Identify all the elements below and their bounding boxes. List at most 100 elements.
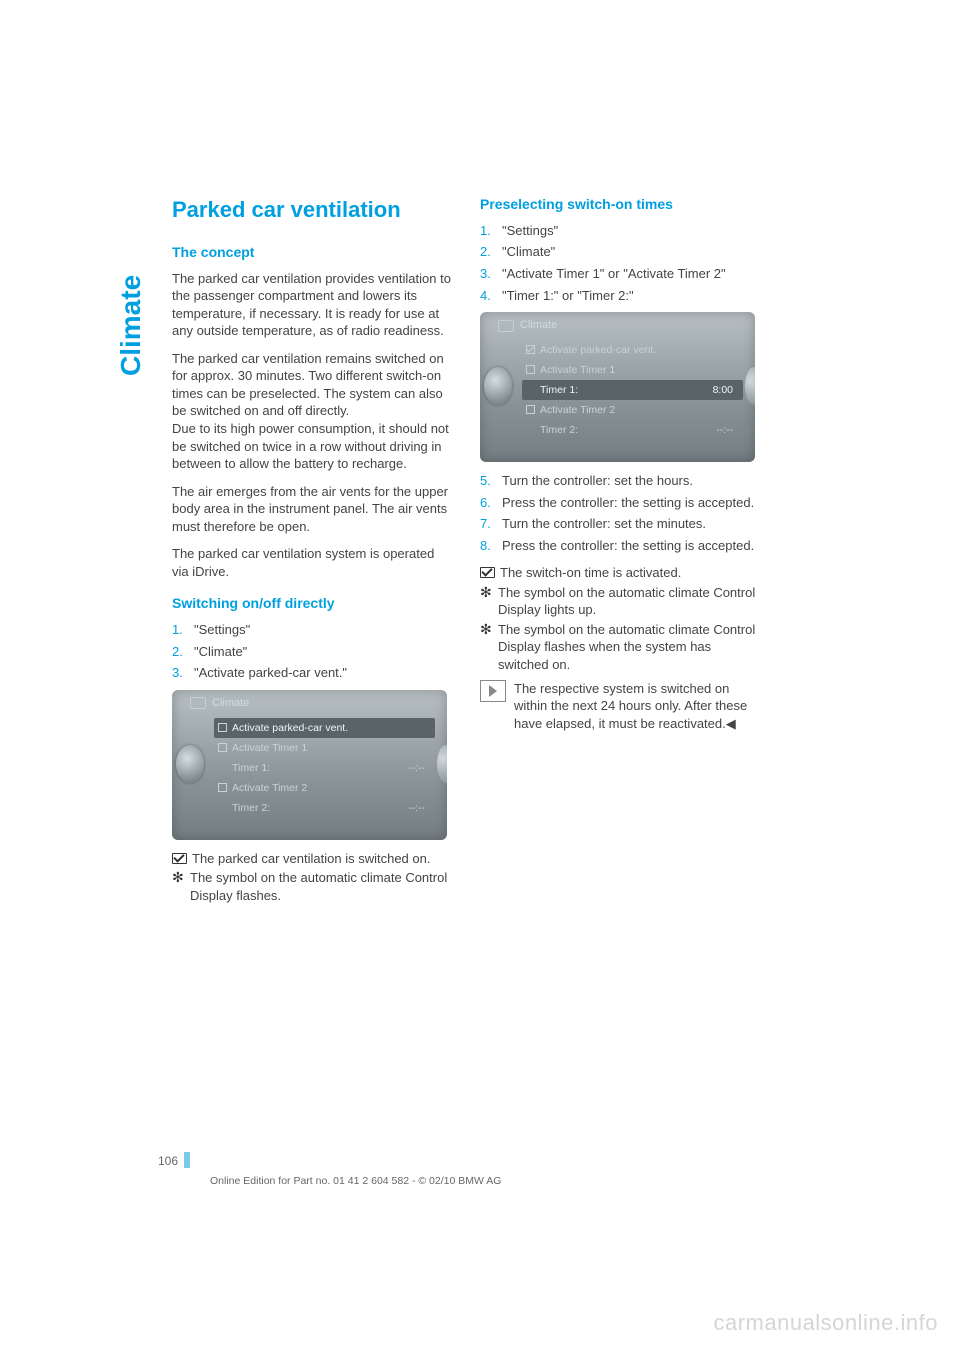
fan-icon xyxy=(172,870,186,884)
list-text: "Timer 1:" or "Timer 2:" xyxy=(502,287,760,305)
knob-icon xyxy=(745,367,755,405)
paragraph-text: Due to its high power consumption, it sh… xyxy=(172,421,449,471)
idrive-screenshot: Climate Activate parked-car vent.Activat… xyxy=(480,312,755,462)
note-icon xyxy=(480,680,506,702)
idrive-item-label: Activate parked-car vent. xyxy=(540,343,656,357)
knob-icon xyxy=(437,745,447,783)
list-item: 4."Timer 1:" or "Timer 2:" xyxy=(480,287,760,305)
list-text: "Settings" xyxy=(194,621,452,639)
checkbox-icon xyxy=(526,345,535,354)
list-item: 6.Press the controller: the setting is a… xyxy=(480,494,760,512)
list-item: 8.Press the controller: the setting is a… xyxy=(480,537,760,555)
idrive-item-value: 8:00 xyxy=(713,383,733,397)
status-line: The symbol on the automatic climate Cont… xyxy=(480,584,760,619)
status-line: The parked car ventilation is switched o… xyxy=(172,850,452,868)
idrive-menu-item: Activate Timer 1 xyxy=(214,738,435,758)
list-item: 3."Activate Timer 1" or "Activate Timer … xyxy=(480,265,760,283)
list-number: 3. xyxy=(172,664,194,682)
list-item: 7.Turn the controller: set the minutes. xyxy=(480,515,760,533)
heading-switching: Switching on/off directly xyxy=(172,594,452,613)
idrive-item-label: Timer 1: xyxy=(540,383,578,397)
checkbox-icon xyxy=(480,566,496,578)
list-text: "Climate" xyxy=(194,643,452,661)
idrive-item-label: Activate Timer 1 xyxy=(232,741,307,755)
watermark: carmanualsonline.info xyxy=(713,1310,938,1336)
idrive-menu-item: Activate Timer 1 xyxy=(522,360,743,380)
idrive-item-value: --:-- xyxy=(716,423,733,437)
list-number: 3. xyxy=(480,265,502,283)
idrive-screenshot: Climate Activate parked-car vent.Activat… xyxy=(172,690,447,840)
checkbox-icon xyxy=(526,405,535,414)
paragraph: The air emerges from the air vents for t… xyxy=(172,483,452,536)
list-text: Press the controller: the setting is acc… xyxy=(502,537,760,555)
idrive-menu-item: Activate parked-car vent. xyxy=(214,718,435,738)
list-number: 2. xyxy=(172,643,194,661)
heading-concept: The concept xyxy=(172,243,452,262)
idrive-menu-item: Activate Timer 2 xyxy=(522,400,743,420)
idrive-menu: Activate parked-car vent. Activate Timer … xyxy=(214,718,435,818)
checkbox-icon xyxy=(172,852,188,864)
paragraph: The parked car ventilation provides vent… xyxy=(172,270,452,340)
list-text: Turn the controller: set the minutes. xyxy=(502,515,760,533)
checkbox-icon xyxy=(218,723,227,732)
checkbox-icon xyxy=(218,783,227,792)
paragraph: The parked car ventilation system is ope… xyxy=(172,545,452,580)
list-item: 5.Turn the controller: set the hours. xyxy=(480,472,760,490)
list-text: Turn the controller: set the hours. xyxy=(502,472,760,490)
ordered-list: 1."Settings"2."Climate"3."Activate Timer… xyxy=(480,222,760,304)
status-text: The symbol on the automatic climate Cont… xyxy=(498,621,760,674)
list-number: 8. xyxy=(480,537,502,555)
idrive-menu-item: Activate Timer 2 xyxy=(214,778,435,798)
list-text: "Settings" xyxy=(502,222,760,240)
idrive-menu: Activate parked-car vent. Activate Timer … xyxy=(522,340,743,440)
status-text: The symbol on the automatic climate Cont… xyxy=(190,869,452,904)
list-text: "Climate" xyxy=(502,243,760,261)
list-number: 7. xyxy=(480,515,502,533)
idrive-menu-item: Activate parked-car vent. xyxy=(522,340,743,360)
status-text: The switch-on time is activated. xyxy=(500,564,681,582)
knob-icon xyxy=(176,745,204,783)
list-number: 2. xyxy=(480,243,502,261)
idrive-header-label: Climate xyxy=(212,696,249,711)
idrive-menu-item: Timer 2: --:-- xyxy=(522,420,743,440)
idrive-item-label: Activate Timer 1 xyxy=(540,363,615,377)
list-number: 6. xyxy=(480,494,502,512)
heading-preselect: Preselecting switch-on times xyxy=(480,195,760,214)
idrive-item-label: Timer 2: xyxy=(540,423,578,437)
note-text: The respective system is switched on wit… xyxy=(514,680,760,733)
list-item: 2."Climate" xyxy=(172,643,452,661)
list-text: Press the controller: the setting is acc… xyxy=(502,494,760,512)
idrive-header: Climate xyxy=(498,318,557,333)
checkbox-icon xyxy=(218,743,227,752)
idrive-menu-item: Timer 1: 8:00 xyxy=(522,380,743,400)
status-line: The symbol on the automatic climate Cont… xyxy=(480,621,760,674)
list-text: "Activate parked-car vent." xyxy=(194,664,452,682)
idrive-item-label: Timer 2: xyxy=(232,801,270,815)
list-item: 1."Settings" xyxy=(480,222,760,240)
list-item: 2."Climate" xyxy=(480,243,760,261)
status-text: The parked car ventilation is switched o… xyxy=(192,850,430,868)
footer-copyright: Online Edition for Part no. 01 41 2 604 … xyxy=(210,1175,501,1187)
idrive-header: Climate xyxy=(190,696,249,711)
list-number: 1. xyxy=(480,222,502,240)
page-number: 106 xyxy=(158,1154,178,1168)
page-title: Parked car ventilation xyxy=(172,195,452,225)
fan-icon xyxy=(480,622,494,636)
right-column: Preselecting switch-on times 1."Settings… xyxy=(480,195,760,907)
checkbox-icon xyxy=(526,365,535,374)
list-number: 1. xyxy=(172,621,194,639)
list-number: 5. xyxy=(480,472,502,490)
paragraph: The parked car ventilation remains switc… xyxy=(172,350,452,473)
left-column: Parked car ventilation The concept The p… xyxy=(172,195,452,907)
status-text: The symbol on the automatic climate Cont… xyxy=(498,584,760,619)
idrive-item-label: Timer 1: xyxy=(232,761,270,775)
manual-page: Climate Parked car ventilation The conce… xyxy=(0,0,960,1358)
section-tab-label: Climate xyxy=(115,275,147,376)
list-item: 3."Activate parked-car vent." xyxy=(172,664,452,682)
page-number-marker xyxy=(184,1152,190,1168)
paragraph-text: The parked car ventilation remains switc… xyxy=(172,351,444,419)
idrive-header-label: Climate xyxy=(520,318,557,333)
ordered-list: 1."Settings"2."Climate"3."Activate parke… xyxy=(172,621,452,682)
idrive-item-value: --:-- xyxy=(408,801,425,815)
list-number: 4. xyxy=(480,287,502,305)
